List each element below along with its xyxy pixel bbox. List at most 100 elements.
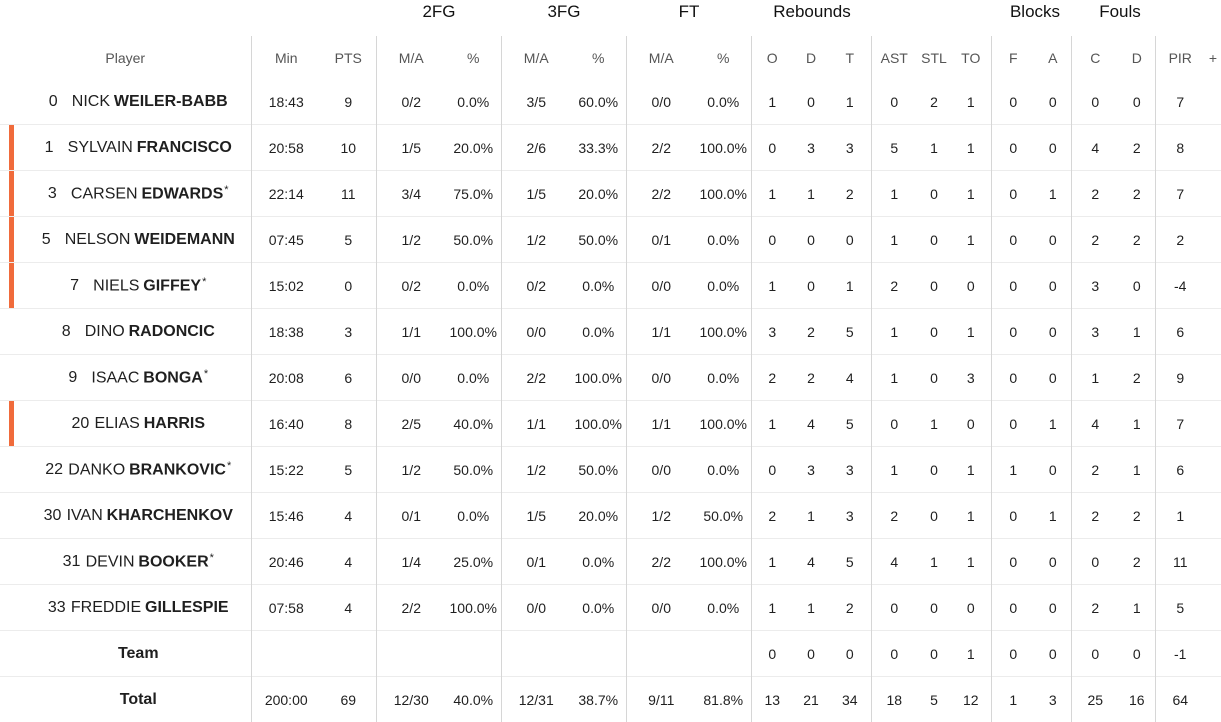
cell-ft-ma: 9/11 <box>626 677 696 722</box>
player-first-name[interactable]: DANKO <box>68 461 125 478</box>
player-last-name[interactable]: WEIDEMANN <box>134 231 234 248</box>
cell-pir: 5 <box>1155 585 1205 631</box>
header-2fg-pct[interactable]: % <box>446 36 501 79</box>
cell-stl: 2 <box>917 79 951 125</box>
header-3fg-pct[interactable]: % <box>571 36 626 79</box>
starter-marker <box>9 125 14 170</box>
cell-min: 200:00 <box>251 677 321 722</box>
header-foul-d[interactable]: D <box>1119 36 1155 79</box>
header-3fg-ma[interactable]: M/A <box>501 36 571 79</box>
cell-3fg-pct: 0.0% <box>571 585 626 631</box>
player-first-name[interactable]: NIELS <box>93 277 139 294</box>
header-stl[interactable]: STL <box>917 36 951 79</box>
cell-foul-d: 2 <box>1119 217 1155 263</box>
header-reb-o[interactable]: O <box>751 36 793 79</box>
starter-marker <box>9 171 14 216</box>
cell-reb-o: 1 <box>751 263 793 309</box>
cell-reb-d: 0 <box>793 263 829 309</box>
cell-2fg-pct: 40.0% <box>446 401 501 447</box>
player-first-name[interactable]: NICK <box>72 93 110 110</box>
player-last-name[interactable]: KHARCHENKOV <box>107 507 233 524</box>
player-last-name[interactable]: WEILER-BABB <box>114 93 228 110</box>
cell-2fg-ma: 12/30 <box>376 677 446 722</box>
cell-foul-d: 2 <box>1119 171 1155 217</box>
header-blk-f[interactable]: F <box>991 36 1035 79</box>
cell-pts: 9 <box>321 79 376 125</box>
group-2fg: 2FG <box>422 2 455 22</box>
cell-foul-c: 2 <box>1071 217 1119 263</box>
cell-pir: 7 <box>1155 171 1205 217</box>
team-label: Team <box>118 645 159 662</box>
cell-3fg-pct: 0.0% <box>571 539 626 585</box>
player-last-name[interactable]: FRANCISCO <box>137 139 232 156</box>
player-first-name[interactable]: NELSON <box>65 231 131 248</box>
header-ast[interactable]: AST <box>871 36 917 79</box>
starter-marker <box>9 263 14 308</box>
cell-blk-f: 1 <box>991 447 1035 493</box>
cell-blk-a: 1 <box>1035 401 1071 447</box>
group-fouls: Fouls <box>1099 2 1141 22</box>
header-reb-t[interactable]: T <box>829 36 871 79</box>
header-pts[interactable]: PTS <box>321 36 376 79</box>
player-number: 1 <box>45 139 68 157</box>
player-first-name[interactable]: IVAN <box>67 507 103 524</box>
cell-pir: 7 <box>1155 401 1205 447</box>
header-min[interactable]: Min <box>251 36 321 79</box>
player-last-name[interactable]: BRANKOVIC <box>129 461 226 478</box>
player-first-name[interactable]: FREDDIE <box>71 599 141 616</box>
cell-foul-c: 1 <box>1071 355 1119 401</box>
header-ft-ma[interactable]: M/A <box>626 36 696 79</box>
cell-reb-d: 0 <box>793 631 829 677</box>
player-number: 20 <box>71 415 94 433</box>
cell-blk-f: 1 <box>991 677 1035 722</box>
cell-pir: 8 <box>1155 125 1205 171</box>
cell-ft-pct: 100.0% <box>696 125 751 171</box>
expand-columns-button[interactable]: + <box>1205 36 1221 79</box>
header-ft-pct[interactable]: % <box>696 36 751 79</box>
cell-2fg-ma: 0/2 <box>376 263 446 309</box>
cell-ft-pct: 0.0% <box>696 217 751 263</box>
player-first-name[interactable]: CARSEN <box>71 185 138 202</box>
cell-reb-d: 2 <box>793 355 829 401</box>
cell-2fg-pct: 100.0% <box>446 585 501 631</box>
cell-reb-o: 1 <box>751 401 793 447</box>
header-foul-c[interactable]: C <box>1071 36 1119 79</box>
player-last-name[interactable]: BONGA <box>143 369 203 386</box>
player-first-name[interactable]: DINO <box>85 323 125 340</box>
player-last-name[interactable]: EDWARDS <box>142 185 224 202</box>
header-to[interactable]: TO <box>951 36 991 79</box>
player-first-name[interactable]: ELIAS <box>94 415 139 432</box>
header-2fg-ma[interactable]: M/A <box>376 36 446 79</box>
cell-ft-ma: 0/0 <box>626 355 696 401</box>
cell-min: 20:08 <box>251 355 321 401</box>
player-last-name[interactable]: GILLESPIE <box>145 599 229 616</box>
cell-3fg-ma: 2/2 <box>501 355 571 401</box>
header-pir[interactable]: PIR <box>1155 36 1205 79</box>
player-last-name[interactable]: HARRIS <box>144 415 205 432</box>
cell-foul-c: 25 <box>1071 677 1119 722</box>
cell-3fg-ma: 0/1 <box>501 539 571 585</box>
cell-blk-a: 0 <box>1035 447 1071 493</box>
player-last-name[interactable]: RADONCIC <box>129 323 215 340</box>
cell-ft-ma: 1/1 <box>626 401 696 447</box>
header-player[interactable]: Player <box>0 36 251 79</box>
group-rebounds: Rebounds <box>773 2 851 22</box>
cell-blk-a: 0 <box>1035 125 1071 171</box>
player-first-name[interactable]: SYLVAIN <box>68 139 133 156</box>
player-last-name[interactable]: GIFFEY <box>143 277 201 294</box>
cell-reb-o: 3 <box>751 309 793 355</box>
player-last-name[interactable]: BOOKER <box>138 553 208 570</box>
player-first-name[interactable]: ISAAC <box>91 369 139 386</box>
cell-3fg-pct: 60.0% <box>571 79 626 125</box>
header-reb-d[interactable]: D <box>793 36 829 79</box>
player-number: 7 <box>70 277 93 295</box>
cell-stl: 0 <box>917 585 951 631</box>
player-first-name[interactable]: DEVIN <box>86 553 135 570</box>
header-blk-a[interactable]: A <box>1035 36 1071 79</box>
